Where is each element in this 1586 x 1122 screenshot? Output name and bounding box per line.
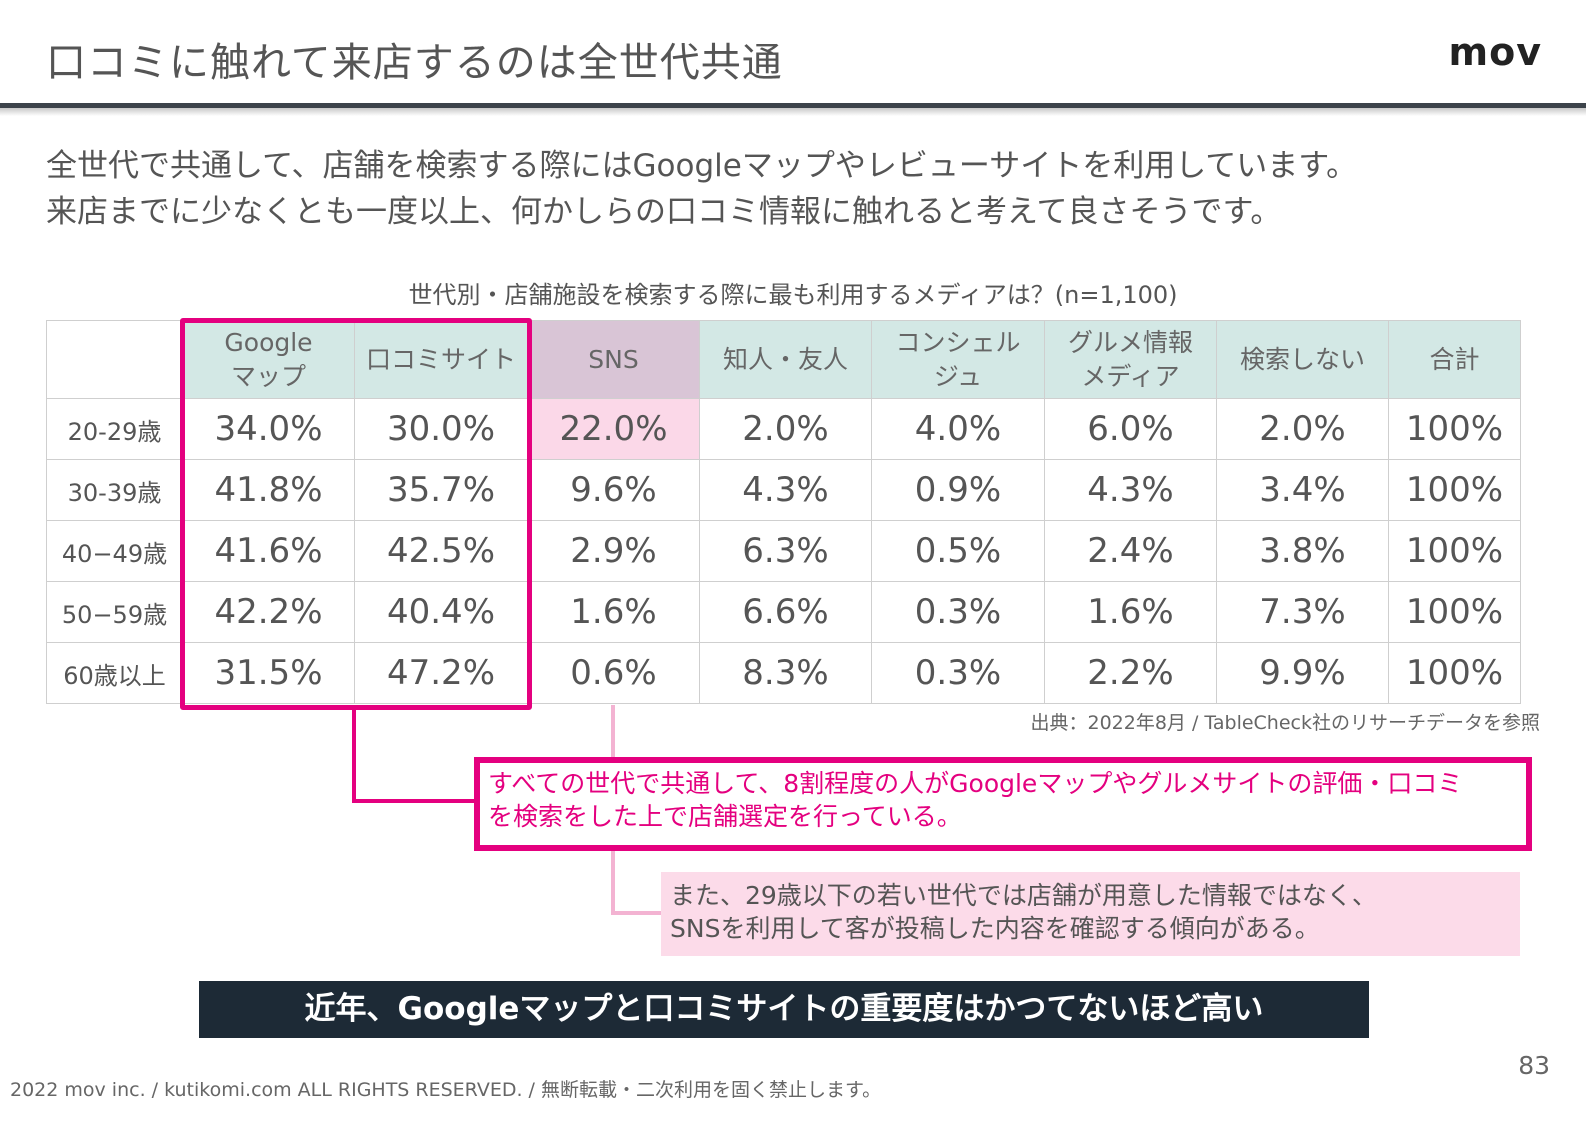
header-label: Google: [224, 327, 313, 357]
table-cell: 2.4%: [1044, 520, 1217, 582]
table-cell: 42.2%: [182, 581, 355, 643]
header-label: 知人・友人: [722, 344, 848, 374]
table-cell: 2.9%: [527, 520, 700, 582]
table-cell: 0.3%: [871, 581, 1045, 643]
source-note: 出典：2022年8月 / TableCheck社のリサーチデータを参照: [1030, 712, 1540, 734]
table-cell: 100%: [1388, 642, 1521, 704]
table-cell: 4.0%: [871, 398, 1045, 460]
table-cell: 41.8%: [182, 459, 355, 521]
header-sns: SNS: [527, 320, 700, 399]
table-cell: 6.3%: [699, 520, 872, 582]
table-cell-highlight: 22.0%: [527, 398, 700, 460]
table-cell: 47.2%: [354, 642, 528, 704]
table-header-row: Google マップ 口コミサイト SNS 知人・友人 コンシェルジュ グルメ情報…: [46, 320, 1521, 399]
header-label: コンシェル: [895, 327, 1021, 357]
table-row: 40−49歳 41.6% 42.5% 2.9% 6.3% 0.5% 2.4% 3…: [46, 520, 1521, 582]
callout-line-2: を検索をした上で店舗選定を行っている。: [488, 802, 962, 831]
row-label: 20-29歳: [46, 398, 183, 460]
table-cell: 8.3%: [699, 642, 872, 704]
mov-logo: mov: [1448, 30, 1542, 74]
table-row: 50−59歳 42.2% 40.4% 1.6% 6.6% 0.3% 1.6% 7…: [46, 581, 1521, 643]
table-cell: 9.9%: [1216, 642, 1389, 704]
table-cell: 3.8%: [1216, 520, 1389, 582]
note-line-2: SNSを利用して客が投稿した内容を確認する傾向がある。: [670, 914, 1320, 943]
table-cell: 2.2%: [1044, 642, 1217, 704]
header-shadow: [0, 108, 1586, 116]
header-friends: 知人・友人: [699, 320, 872, 399]
sns-note: また、29歳以下の若い世代では店舗が用意した情報ではなく、 SNSを利用して客が…: [661, 872, 1520, 956]
media-usage-table: Google マップ 口コミサイト SNS 知人・友人 コンシェルジュ グルメ情報…: [46, 320, 1521, 704]
table-cell: 100%: [1388, 581, 1521, 643]
table-row: 20-29歳 34.0% 30.0% 22.0% 2.0% 4.0% 6.0% …: [46, 398, 1521, 460]
table-cell: 4.3%: [1044, 459, 1217, 521]
note-line-1: また、29歳以下の若い世代では店舗が用意した情報ではなく、: [670, 881, 1377, 910]
table-cell: 40.4%: [354, 581, 528, 643]
row-label: 30-39歳: [46, 459, 183, 521]
table-cell: 35.7%: [354, 459, 528, 521]
table-cell: 0.3%: [871, 642, 1045, 704]
table-row: 60歳以上 31.5% 47.2% 0.6% 8.3% 0.3% 2.2% 9.…: [46, 642, 1521, 704]
header-label: 合計: [1429, 344, 1480, 374]
table-cell: 100%: [1388, 459, 1521, 521]
header-label: 検索しない: [1239, 344, 1365, 374]
header-label: ジュ: [933, 361, 983, 391]
page-number: 83: [1518, 1051, 1550, 1080]
table-cell: 2.0%: [1216, 398, 1389, 460]
callout-line-1: すべての世代で共通して、8割程度の人がGoogleマップやグルメサイトの評価・口…: [488, 769, 1463, 798]
table-cell: 6.6%: [699, 581, 872, 643]
lead-line-2: 来店までに少なくとも一度以上、何かしらの口コミ情報に触れると考えて良さそうです。: [46, 194, 1282, 230]
table-cell: 1.6%: [527, 581, 700, 643]
header-total: 合計: [1388, 320, 1521, 399]
conclusion-banner: 近年、Googleマップと口コミサイトの重要度はかつてないほど高い: [199, 981, 1369, 1038]
table-cell: 9.6%: [527, 459, 700, 521]
callout-connector: [352, 705, 356, 801]
row-label: 60歳以上: [46, 642, 183, 704]
google-review-highlight-box: [180, 318, 532, 710]
table-cell: 100%: [1388, 520, 1521, 582]
header-label: メディア: [1081, 361, 1180, 391]
table-cell: 42.5%: [354, 520, 528, 582]
page-title: 口コミに触れて来店するのは全世代共通: [46, 40, 783, 86]
sns-note-text: また、29歳以下の若い世代では店舗が用意した情報ではなく、 SNSを利用して客が…: [670, 879, 1377, 945]
table-cell: 0.6%: [527, 642, 700, 704]
header-concierge: コンシェル ジュ: [871, 320, 1045, 399]
note-connector: [611, 911, 663, 915]
lead-text: 全世代で共通して、店舗を検索する際にはGoogleマップやレビューサイトを利用し…: [46, 143, 1357, 235]
table-title: 世代別・店舗施設を検索する際に最も利用するメディアは？(n=1,100): [408, 281, 1178, 309]
key-finding-callout: すべての世代で共通して、8割程度の人がGoogleマップやグルメサイトの評価・口…: [474, 757, 1532, 851]
table-cell: 41.6%: [182, 520, 355, 582]
table-cell: 7.3%: [1216, 581, 1389, 643]
header-no-search: 検索しない: [1216, 320, 1389, 399]
copyright-footer: 2022 mov inc. / kutikomi.com ALL RIGHTS …: [10, 1079, 882, 1101]
table-cell: 31.5%: [182, 642, 355, 704]
table-cell: 34.0%: [182, 398, 355, 460]
header-divider: [0, 103, 1586, 108]
table-cell: 0.5%: [871, 520, 1045, 582]
table-cell: 100%: [1388, 398, 1521, 460]
row-label: 50−59歳: [46, 581, 183, 643]
callout-connector: [352, 799, 478, 803]
row-label: 40−49歳: [46, 520, 183, 582]
header-review-site: 口コミサイト: [354, 320, 528, 399]
table-cell: 4.3%: [699, 459, 872, 521]
table-cell: 2.0%: [699, 398, 872, 460]
table-cell: 3.4%: [1216, 459, 1389, 521]
table-cell: 0.9%: [871, 459, 1045, 521]
header-gourmet-media: グルメ情報 メディア: [1044, 320, 1217, 399]
corner-cell: [46, 320, 183, 399]
table-cell: 1.6%: [1044, 581, 1217, 643]
header-label: マップ: [230, 361, 306, 391]
header-label: 口コミサイト: [365, 344, 516, 374]
table-cell: 30.0%: [354, 398, 528, 460]
table-cell: 6.0%: [1044, 398, 1217, 460]
header-label: SNS: [588, 344, 639, 374]
header-label: グルメ情報: [1067, 327, 1193, 357]
lead-line-1: 全世代で共通して、店舗を検索する際にはGoogleマップやレビューサイトを利用し…: [46, 148, 1358, 184]
